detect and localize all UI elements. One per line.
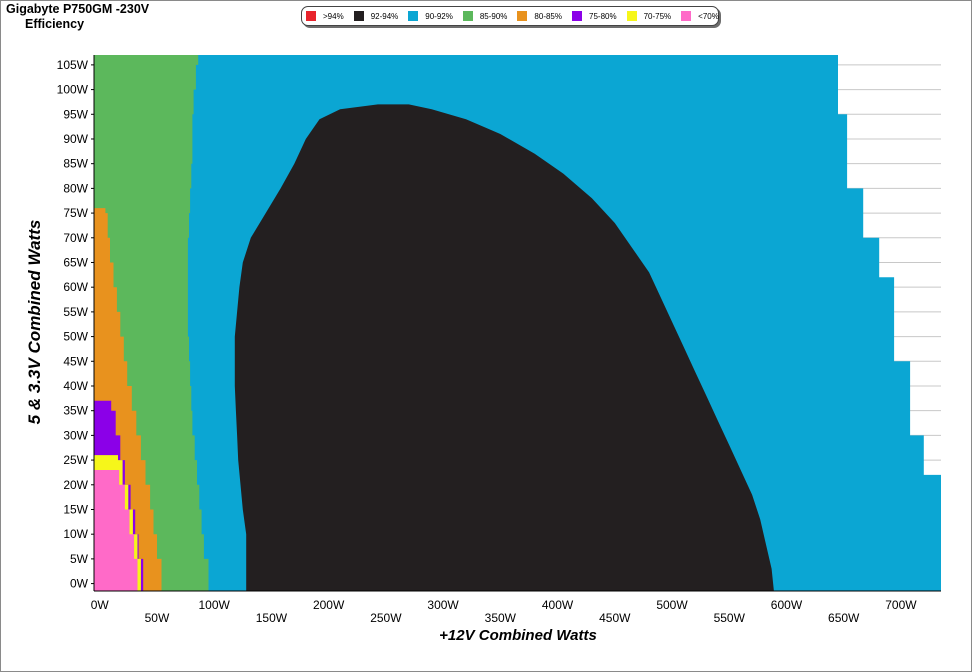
x-tick-label: 550W [714,611,746,625]
legend-item: 92-94% [353,11,399,21]
legend-swatch [462,11,473,21]
y-tick-label: 40W [63,379,88,393]
x-tick-label: 150W [256,611,288,625]
x-tick-label: 0W [91,598,110,612]
legend-swatch [572,11,582,21]
y-tick-label: 20W [63,478,88,492]
legend-label: >94% [323,11,344,21]
legend-item: 90-92% [408,11,453,21]
y-tick-label: 60W [63,280,88,294]
legend-item: <70% [681,11,719,21]
y-tick-label: 10W [63,527,88,541]
x-tick-label: 600W [771,598,803,612]
x-tick-label: 400W [542,598,574,612]
legend-item: >94% [306,11,344,21]
legend-swatch [626,11,637,21]
legend-item: 75-80% [572,11,617,21]
y-tick-label: 45W [63,354,88,368]
x-tick-label: 200W [313,598,345,612]
y-tick-label: 95W [63,107,88,121]
x-tick-label: 50W [145,611,170,625]
y-tick-label: 5W [70,552,89,566]
x-tick-label: 500W [656,598,688,612]
y-tick-label: 15W [63,502,88,516]
y-tick-label: 65W [63,255,88,269]
legend-item: 70-75% [626,11,672,21]
y-tick-label: 25W [63,453,88,467]
y-tick-label: 55W [63,305,88,319]
y-tick-label: 85W [63,157,88,171]
x-tick-label: 250W [370,611,402,625]
legend-swatch [517,11,528,21]
y-tick-label: 50W [63,330,88,344]
legend-swatch [353,11,364,21]
legend-item: 85-90% [462,11,508,21]
legend-label: 90-92% [425,11,453,21]
legend-label: 75-80% [589,11,617,21]
y-axis-title: 5 & 3.3V Combined Watts [25,220,44,425]
legend-label: <70% [698,11,719,21]
legend-label: 92-94% [370,11,399,21]
y-tick-label: 30W [63,428,88,442]
region--70- [94,470,138,591]
legend-item: 80-85% [517,11,562,21]
legend-label: 70-75% [643,11,672,21]
y-tick-label: 105W [57,58,89,72]
x-tick-label: 450W [599,611,631,625]
x-tick-label: 350W [485,611,517,625]
chart-subtitle: Efficiency [25,17,85,31]
x-tick-label: 300W [427,598,459,612]
y-tick-label: 80W [63,181,88,195]
y-tick-label: 90W [63,132,88,146]
x-tick-label: 100W [199,598,231,612]
y-tick-label: 70W [63,231,88,245]
legend: >94% 92-94% 90-92% 85-90% 80-85% 75-80% 70-75%… [301,6,719,26]
legend-swatch [408,11,419,21]
legend-swatch [306,11,316,21]
region-92-94 [234,104,774,592]
y-tick-label: 75W [63,206,88,220]
y-tick-label: 100W [57,83,89,97]
x-tick-label: 700W [885,598,917,612]
legend-label: 85-90% [479,11,508,21]
y-tick-label: 0W [70,577,89,591]
y-tick-label: 35W [63,404,88,418]
chart-title: Gigabyte P750GM -230V [6,2,150,16]
x-axis-title: +12V Combined Watts [439,627,597,644]
x-tick-label: 650W [828,611,860,625]
legend-swatch [681,11,692,21]
legend-label: 80-85% [534,11,562,21]
